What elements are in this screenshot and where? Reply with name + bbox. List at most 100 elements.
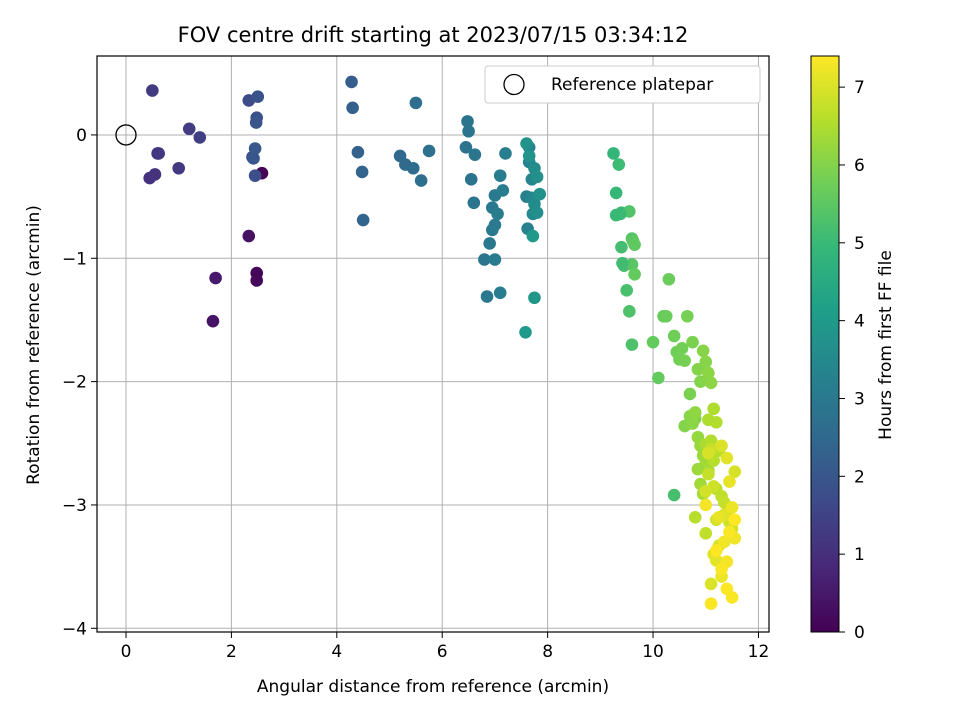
- data-point: [409, 96, 423, 110]
- data-point: [522, 149, 536, 163]
- data-point: [247, 152, 260, 165]
- data-point: [356, 213, 370, 227]
- data-point: [496, 184, 510, 197]
- colorbar-ticks: 0 1 2 3 4 5 6 7: [839, 78, 865, 643]
- colorbar-tick-label: 2: [854, 467, 865, 487]
- data-point: [688, 406, 702, 419]
- data-point: [702, 467, 715, 481]
- data-point: [528, 291, 541, 305]
- data-point: [459, 140, 473, 154]
- x-tick-label: 8: [542, 642, 553, 662]
- legend-label: Reference platepar: [551, 75, 713, 95]
- data-point: [248, 169, 262, 182]
- data-point: [612, 158, 626, 171]
- data-point: [248, 142, 262, 155]
- data-point: [728, 513, 742, 527]
- y-tick-label: 0: [76, 126, 87, 146]
- y-axis-ticks: 0 −1 −2 −3 −4: [62, 126, 97, 639]
- data-point: [493, 286, 507, 300]
- data-point: [530, 206, 544, 219]
- colorbar-tick-label: 0: [854, 623, 865, 643]
- data-point: [683, 387, 697, 401]
- data-point: [694, 375, 707, 388]
- data-point: [520, 137, 533, 150]
- data-point: [715, 562, 728, 576]
- data-point: [209, 271, 222, 285]
- colorbar-tick-label: 3: [854, 389, 865, 409]
- data-point: [646, 335, 660, 349]
- data-point: [686, 335, 699, 349]
- data-point: [464, 173, 478, 186]
- colorbar-tick-label: 6: [854, 156, 865, 176]
- data-point: [614, 207, 627, 221]
- data-point: [615, 240, 628, 254]
- data-point: [533, 187, 547, 201]
- x-tick-label: 10: [642, 642, 664, 662]
- x-tick-label: 4: [331, 642, 342, 662]
- plot-frame: [96, 55, 770, 633]
- data-point: [462, 124, 475, 138]
- data-point: [607, 147, 620, 160]
- data-point: [499, 147, 512, 160]
- data-point: [686, 417, 699, 430]
- data-point: [704, 597, 718, 610]
- data-point: [712, 510, 726, 524]
- legend: Reference platepar: [484, 65, 761, 104]
- data-point: [478, 253, 491, 266]
- y-tick-label: −2: [62, 373, 87, 393]
- data-point: [704, 434, 718, 448]
- data-point: [704, 577, 718, 591]
- data-point: [681, 309, 694, 323]
- data-point: [146, 84, 159, 97]
- y-axis-label: Rotation from reference (arcmin): [24, 205, 44, 485]
- data-point: [493, 169, 507, 182]
- legend-box: [484, 65, 761, 104]
- data-point: [715, 439, 728, 453]
- data-point: [699, 498, 713, 512]
- colorbar-tick-label: 4: [854, 312, 865, 332]
- data-point: [625, 258, 639, 271]
- data-point: [628, 268, 641, 281]
- colorbar-label: Hours from first FF file: [876, 250, 896, 440]
- reference-point: [115, 124, 137, 146]
- colorbar-tick-label: 7: [854, 78, 865, 98]
- data-point: [483, 237, 496, 250]
- data-point: [491, 207, 504, 221]
- data-point: [351, 145, 365, 159]
- data-point: [699, 355, 713, 369]
- data-point: [609, 186, 623, 200]
- data-point: [251, 90, 265, 104]
- data-point: [625, 338, 639, 351]
- x-axis-ticks: 0 2 4 6 8 10 12: [121, 632, 769, 662]
- data-point: [345, 75, 358, 89]
- data-point: [530, 170, 544, 184]
- x-axis-label: Angular distance from reference (arcmin): [257, 677, 609, 697]
- data-point: [667, 329, 681, 343]
- data-point: [461, 115, 474, 128]
- data-point: [414, 174, 428, 187]
- legend-marker: [503, 73, 525, 96]
- x-tick-label: 2: [226, 642, 237, 662]
- data-point: [616, 256, 629, 270]
- colorbar: [810, 55, 840, 633]
- data-point: [702, 446, 715, 460]
- data-point: [519, 325, 532, 339]
- data-point: [468, 148, 482, 161]
- reference-marker: [115, 124, 137, 146]
- data-point: [688, 510, 702, 524]
- data-point: [526, 229, 540, 243]
- data-point: [696, 344, 710, 358]
- data-point: [728, 465, 742, 478]
- data-point: [707, 402, 720, 416]
- data-point: [691, 462, 705, 476]
- data-point: [249, 116, 263, 129]
- data-point: [182, 122, 196, 136]
- data-point: [172, 161, 185, 175]
- data-point: [691, 362, 705, 376]
- data-point: [206, 314, 220, 328]
- data-point: [250, 274, 263, 287]
- data-point: [723, 525, 736, 539]
- colorbar-tick-label: 1: [854, 545, 865, 565]
- data-point: [662, 272, 676, 286]
